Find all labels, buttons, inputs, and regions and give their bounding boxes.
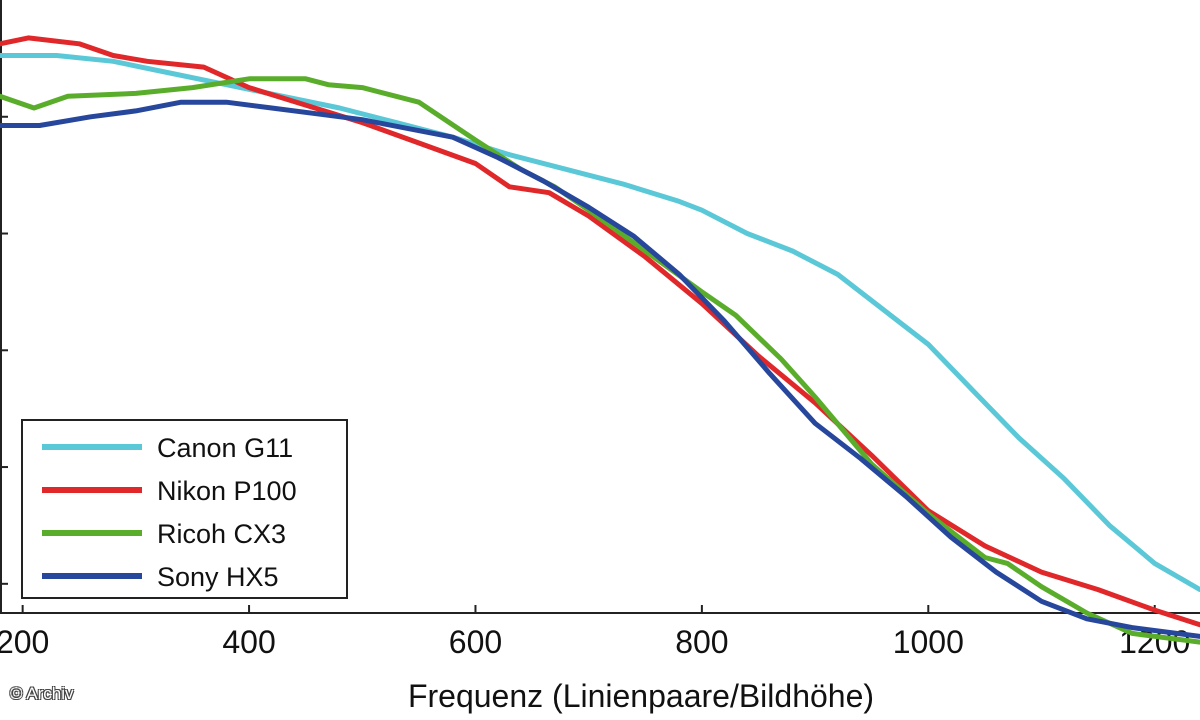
x-tick-label-600: 600 — [449, 624, 502, 660]
legend-label-canon-g11: Canon G11 — [157, 433, 293, 463]
legend: Canon G11 Nikon P100 Ricoh CX3 Sony HX5 — [21, 419, 348, 599]
plot-frame — [0, 0, 1200, 614]
x-tick-label-200: 200 — [0, 624, 49, 660]
x-axis-label: Frequenz (Linienpaare/Bildhöhe) — [408, 678, 874, 714]
y-axis-ticks — [0, 115, 8, 585]
legend-label-ricoh-cx3: Ricoh CX3 — [157, 519, 286, 549]
legend-label-sony-hx5: Sony HX5 — [157, 562, 279, 592]
series-lines — [0, 35, 1200, 645]
legend-label-nikon-p100: Nikon P100 — [157, 476, 297, 506]
x-tick-label-1000: 1000 — [893, 624, 964, 660]
x-tick-label-400: 400 — [222, 624, 275, 660]
x-tick-label-800: 800 — [675, 624, 728, 660]
series-line-sony-hx5 — [0, 99, 1200, 639]
series-line-nikon-p100 — [0, 35, 1200, 628]
legend-box — [21, 419, 348, 599]
copyright-credit: © Archiv — [10, 684, 74, 703]
x-axis-ticks: 200 400 600 800 1000 1200 — [0, 605, 1190, 660]
